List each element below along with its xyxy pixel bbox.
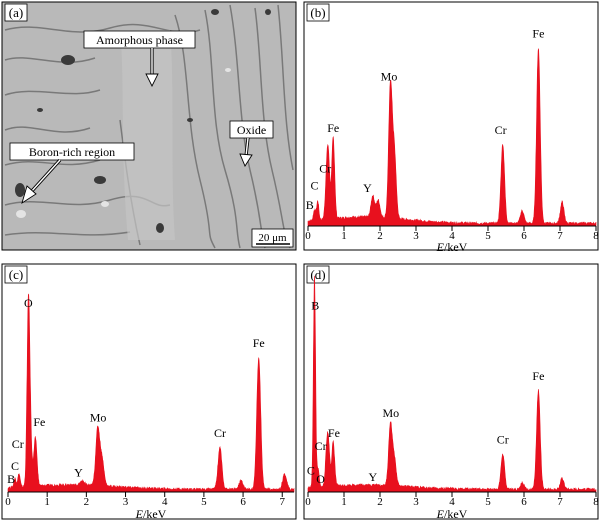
peak-label: Cr (495, 123, 507, 137)
panel-c-frame (1, 263, 297, 520)
peak-label: B (306, 198, 314, 212)
peak-label: Mo (90, 411, 107, 425)
peak-label: Cr (319, 162, 331, 176)
panel-b-frame (303, 1, 599, 251)
x-axis-label-unit: /keV (444, 507, 468, 521)
x-tick-label: 1 (44, 496, 50, 508)
boron-callout-label: Boron-rich region (29, 145, 115, 159)
oxide-callout-box (229, 120, 274, 139)
x-tick-label: 1 (341, 496, 347, 508)
panel-b-label: (b) (310, 5, 325, 20)
spectrum-area (307, 275, 597, 493)
peak-label: Fe (328, 426, 340, 440)
peak-label: Cr (12, 437, 24, 451)
x-axis-label-unit: /keV (444, 240, 468, 254)
peak-label: C (307, 463, 315, 477)
panel-d-label: (d) (310, 267, 325, 282)
spectrum-chart-c: 0 1 2 3 4 5 6 7 E/keV BC Cr O Fe Y Mo Cr Fe (5, 293, 295, 521)
x-tick-label: 5 (485, 230, 491, 242)
boron-callout-box (9, 142, 135, 161)
amorphous-callout-label: Amorphous phase (96, 33, 183, 47)
scale-bar-label: 20 μm (258, 232, 287, 244)
panel-c-label-box (4, 265, 28, 284)
spectrum-area (307, 48, 597, 227)
panel-a-label: (a) (9, 5, 23, 20)
peak-label: Y (368, 470, 377, 484)
peak-label: Cr (214, 426, 226, 440)
x-tick-label: 7 (279, 496, 285, 508)
x-tick-label: 5 (201, 496, 207, 508)
x-tick-label: 4 (449, 496, 455, 508)
x-tick-label: 1 (341, 230, 347, 242)
peak-label: Fe (327, 121, 339, 135)
boron-arrow (21, 158, 62, 205)
panel-a: (a) Amorphous phase Oxide Boron-rich reg… (1, 1, 297, 251)
peak-label: B (7, 472, 15, 486)
x-tick-label: 0 (5, 496, 11, 508)
panel-d-label-box (306, 265, 330, 284)
panel-c: (c) 0 1 2 3 4 5 6 7 E/keV BC Cr O Fe Y Mo Cr Fe (1, 263, 297, 521)
x-tick-label: 2 (84, 496, 90, 508)
peak-label: Mo (382, 406, 399, 420)
x-axis-label-var: E (436, 507, 445, 521)
peak-label: Cr (315, 439, 327, 453)
x-tick-label: 7 (557, 230, 563, 242)
amorphous-band (120, 30, 175, 240)
scale-bar-box (251, 228, 294, 248)
amorphous-callout-box (83, 30, 196, 49)
x-axis-label: E/keV (135, 507, 167, 521)
peak-label: B (311, 298, 319, 312)
peak-label: Cr (497, 433, 509, 447)
x-tick-label: 8 (593, 496, 599, 508)
peak-label: Mo (381, 69, 398, 83)
panel-b-label-box (306, 3, 330, 22)
x-tick-label: 8 (593, 230, 599, 242)
amorphous-arrow (145, 48, 159, 88)
peak-label: Fe (253, 336, 265, 350)
x-axis-label-var: E (135, 507, 144, 521)
spectrum-area (7, 293, 295, 493)
panel-c-label: (c) (9, 267, 23, 282)
x-tick-label: 5 (485, 496, 491, 508)
x-tick-label: 6 (240, 496, 246, 508)
x-axis-label-var: E (436, 240, 445, 254)
oxide-callout-label: Oxide (237, 123, 266, 137)
x-tick-label: 0 (305, 230, 311, 242)
x-tick-label: 2 (377, 496, 383, 508)
x-tick-label: 2 (377, 230, 383, 242)
x-tick-label: 3 (413, 230, 419, 242)
x-tick-label: 3 (413, 496, 419, 508)
x-axis-label: E/keV (436, 507, 468, 521)
panel-d-frame (303, 263, 599, 520)
peak-label: O (316, 472, 325, 486)
peak-label: Fe (33, 415, 45, 429)
panel-a-label-box (4, 3, 28, 22)
x-tick-label: 6 (521, 496, 527, 508)
peak-label: Y (74, 466, 83, 480)
x-axis-label-unit: /keV (143, 507, 167, 521)
peak-label: C (11, 459, 19, 473)
x-tick-label: 4 (162, 496, 168, 508)
oxide-arrow (239, 137, 253, 167)
x-tick-label: 3 (123, 496, 129, 508)
x-tick-label: 7 (557, 496, 563, 508)
peak-label: O (24, 296, 33, 310)
peak-label: Fe (532, 369, 544, 383)
x-axis-label: E/keV (436, 240, 468, 254)
micrograph-bright-spots (16, 68, 231, 218)
peak-label: Fe (532, 27, 544, 41)
peak-label: Y (363, 181, 372, 195)
peak-label: C (310, 179, 318, 193)
x-tick-label: 6 (521, 230, 527, 242)
x-tick-label: 0 (305, 496, 311, 508)
x-tick-label: 4 (449, 230, 455, 242)
